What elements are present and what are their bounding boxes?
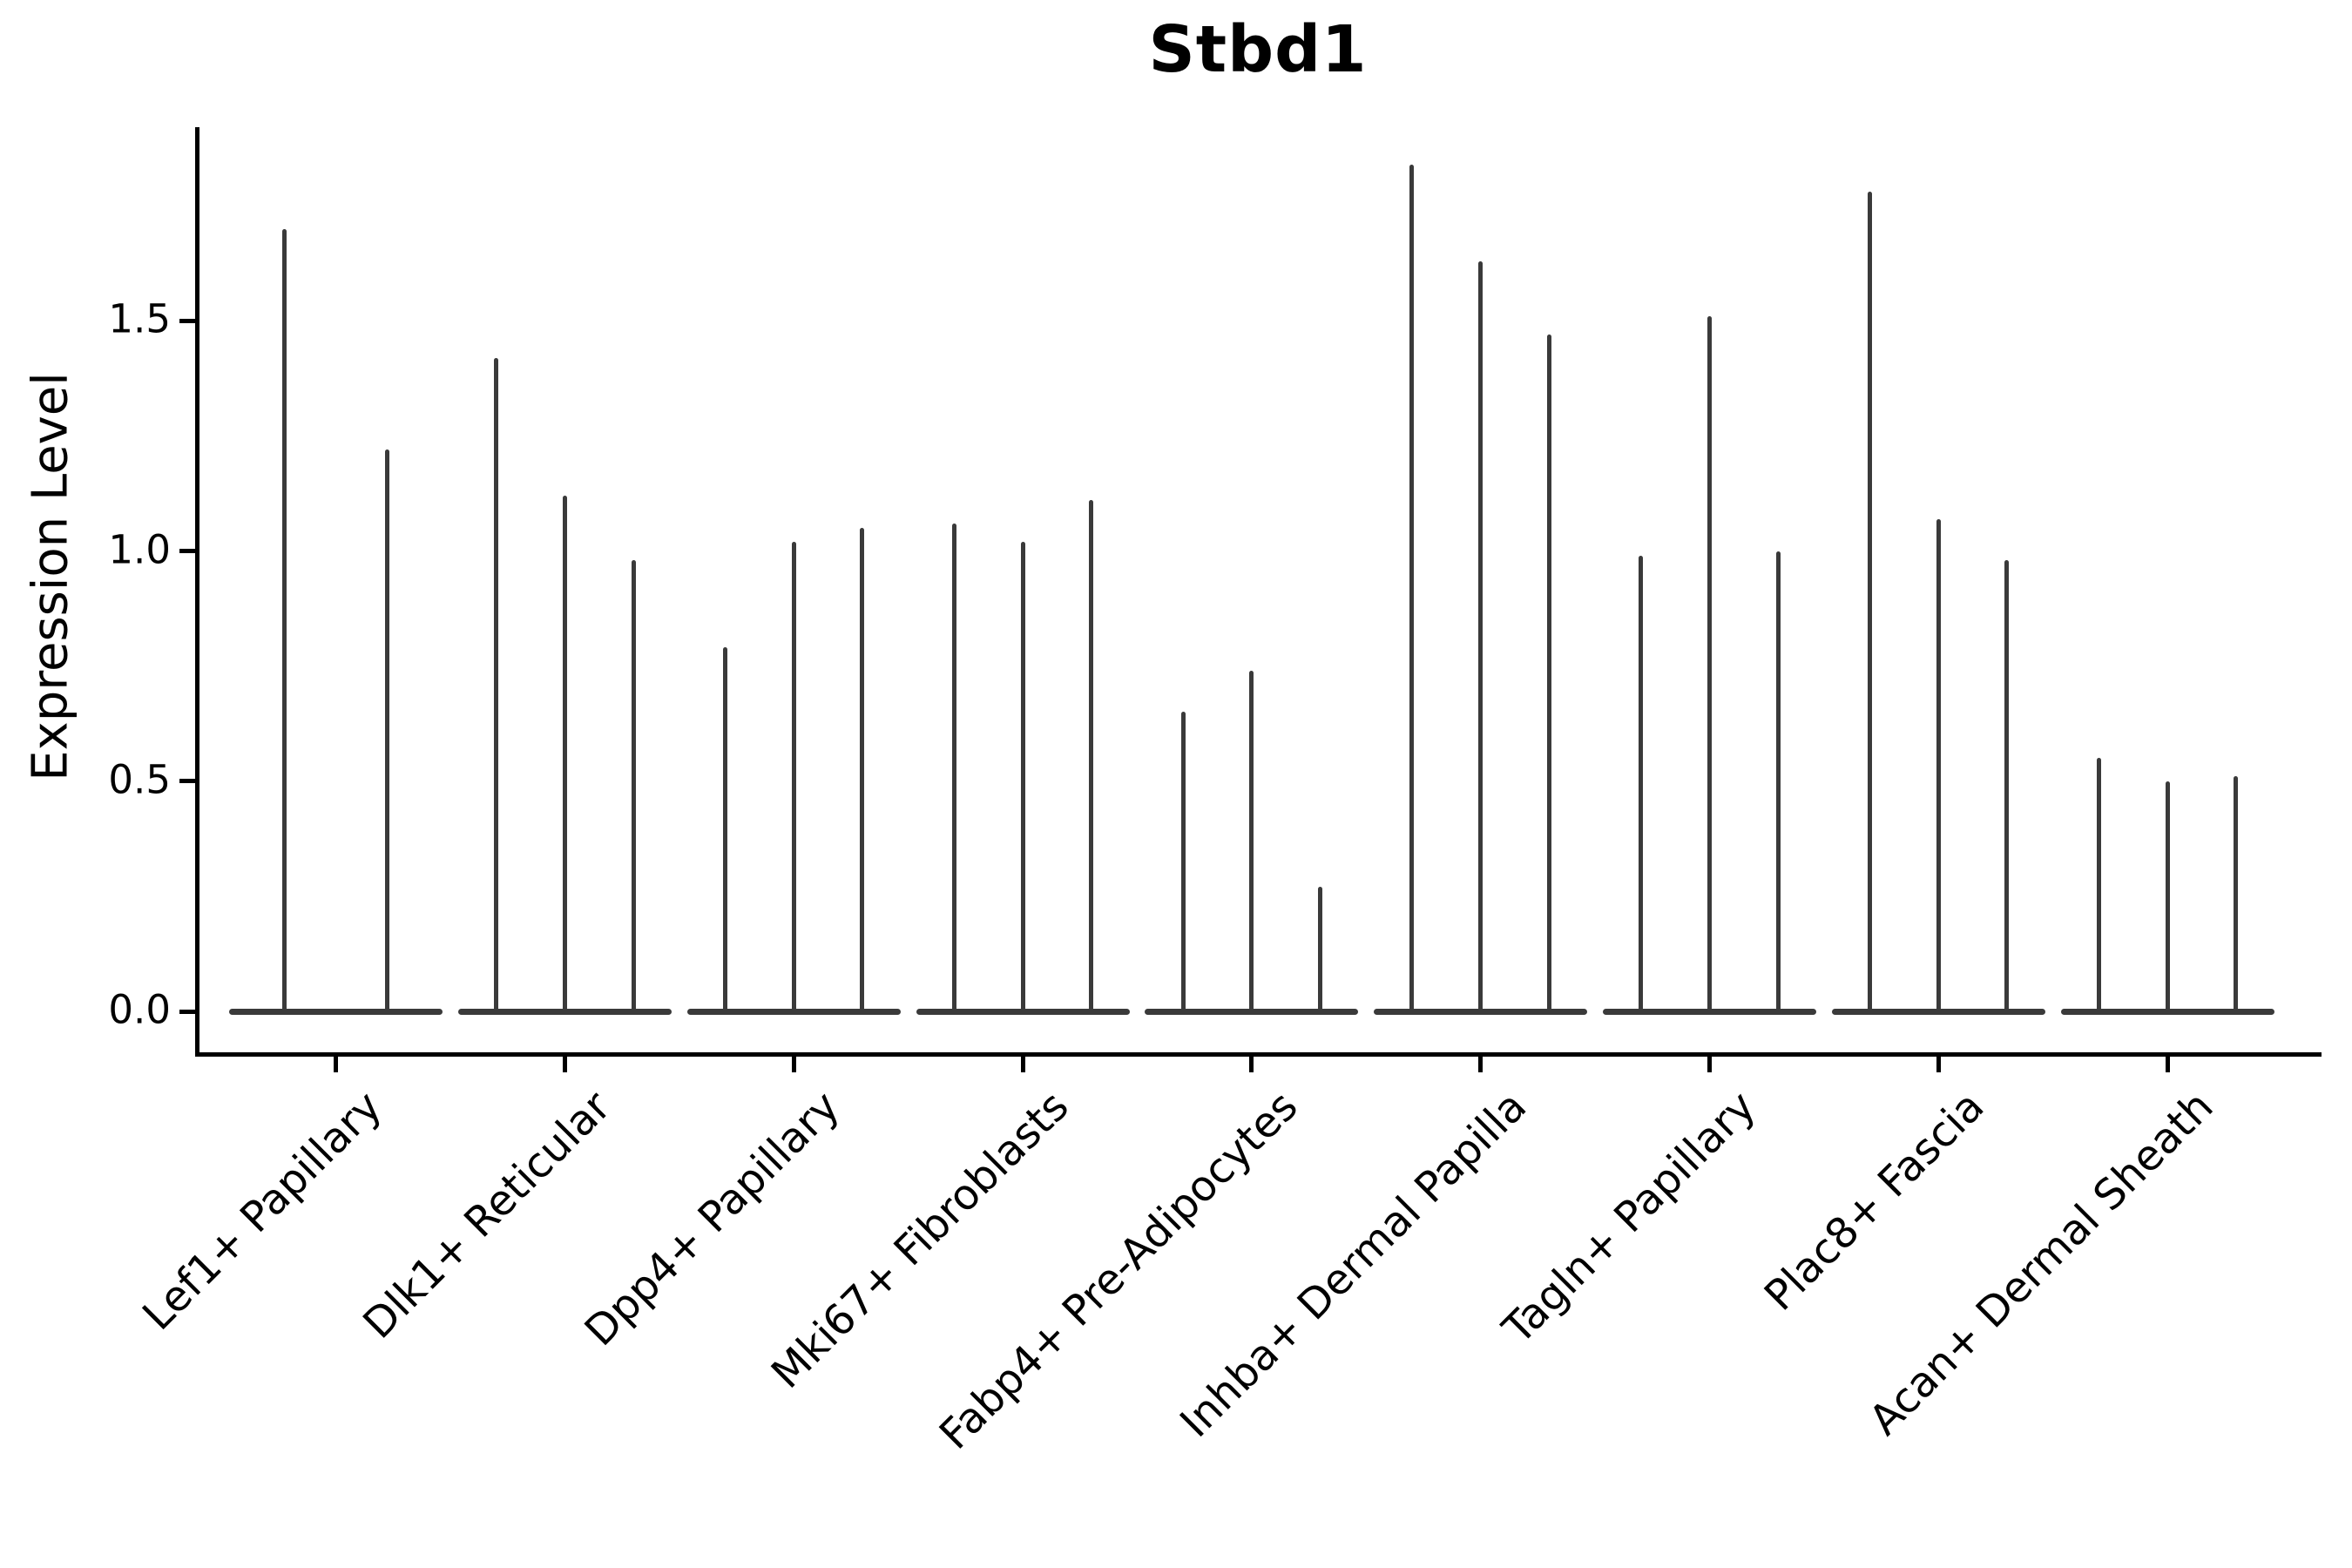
- violin-spike: [282, 228, 287, 1013]
- violin-spike: [2234, 776, 2239, 1013]
- x-tick-mark: [1707, 1057, 1712, 1072]
- violin-spike: [723, 647, 728, 1013]
- y-axis-label: Expression Level: [22, 372, 79, 781]
- violin-spike: [1936, 518, 1941, 1013]
- violin-spike: [631, 560, 636, 1013]
- violin-spike: [1868, 192, 1873, 1013]
- violin-spike: [385, 449, 390, 1013]
- x-tick-mark: [1478, 1057, 1484, 1072]
- violin-spike: [2165, 781, 2170, 1013]
- violin-spike: [494, 357, 499, 1013]
- violin-spike: [1546, 335, 1551, 1013]
- violin-spike: [1249, 670, 1254, 1013]
- violin-spike: [1707, 315, 1712, 1013]
- y-tick-mark: [179, 318, 197, 323]
- x-tick-label: Tagln+ Papillary: [1493, 1082, 1766, 1354]
- violin-base: [229, 1008, 443, 1015]
- violin-spike: [1180, 712, 1186, 1013]
- violin-spike: [2096, 758, 2101, 1013]
- y-tick-label: 1.0: [108, 525, 171, 572]
- violin-spike: [1775, 551, 1781, 1013]
- x-tick-mark: [334, 1057, 339, 1072]
- x-tick-label: Dpp4+ Papillary: [575, 1082, 849, 1356]
- x-tick-label: Dlk1+ Reticular: [354, 1082, 621, 1348]
- y-tick-mark: [179, 549, 197, 553]
- x-tick-mark: [562, 1057, 567, 1072]
- violin-spike: [1409, 164, 1415, 1013]
- chart-title: Stbd1: [1148, 12, 1368, 87]
- violin-spike: [1089, 500, 1094, 1013]
- violin-spike: [951, 523, 956, 1013]
- violin-spike: [1020, 541, 1025, 1013]
- y-tick-label: 1.5: [108, 295, 171, 342]
- y-tick-mark: [179, 1009, 197, 1014]
- y-tick-label: 0.5: [108, 756, 171, 803]
- x-tick-mark: [1936, 1057, 1941, 1072]
- x-tick-mark: [791, 1057, 796, 1072]
- x-tick-mark: [2165, 1057, 2170, 1072]
- violin-spike: [562, 496, 567, 1013]
- violin-spike: [860, 528, 865, 1013]
- violin-spike: [1317, 887, 1322, 1013]
- violin-spike: [2004, 560, 2010, 1013]
- x-tick-label: Lef1+ Papillary: [133, 1082, 392, 1340]
- y-tick-mark: [179, 779, 197, 784]
- violin-spike: [791, 541, 796, 1013]
- y-axis-spine: [195, 127, 199, 1057]
- y-tick-label: 0.0: [108, 986, 171, 1033]
- x-tick-mark: [1249, 1057, 1254, 1072]
- x-tick-mark: [1020, 1057, 1025, 1072]
- violin-spike: [1478, 260, 1484, 1013]
- violin-spike: [1639, 555, 1644, 1013]
- x-axis-spine: [195, 1052, 2322, 1057]
- x-tick-label: Plac8+ Fascia: [1755, 1082, 1994, 1321]
